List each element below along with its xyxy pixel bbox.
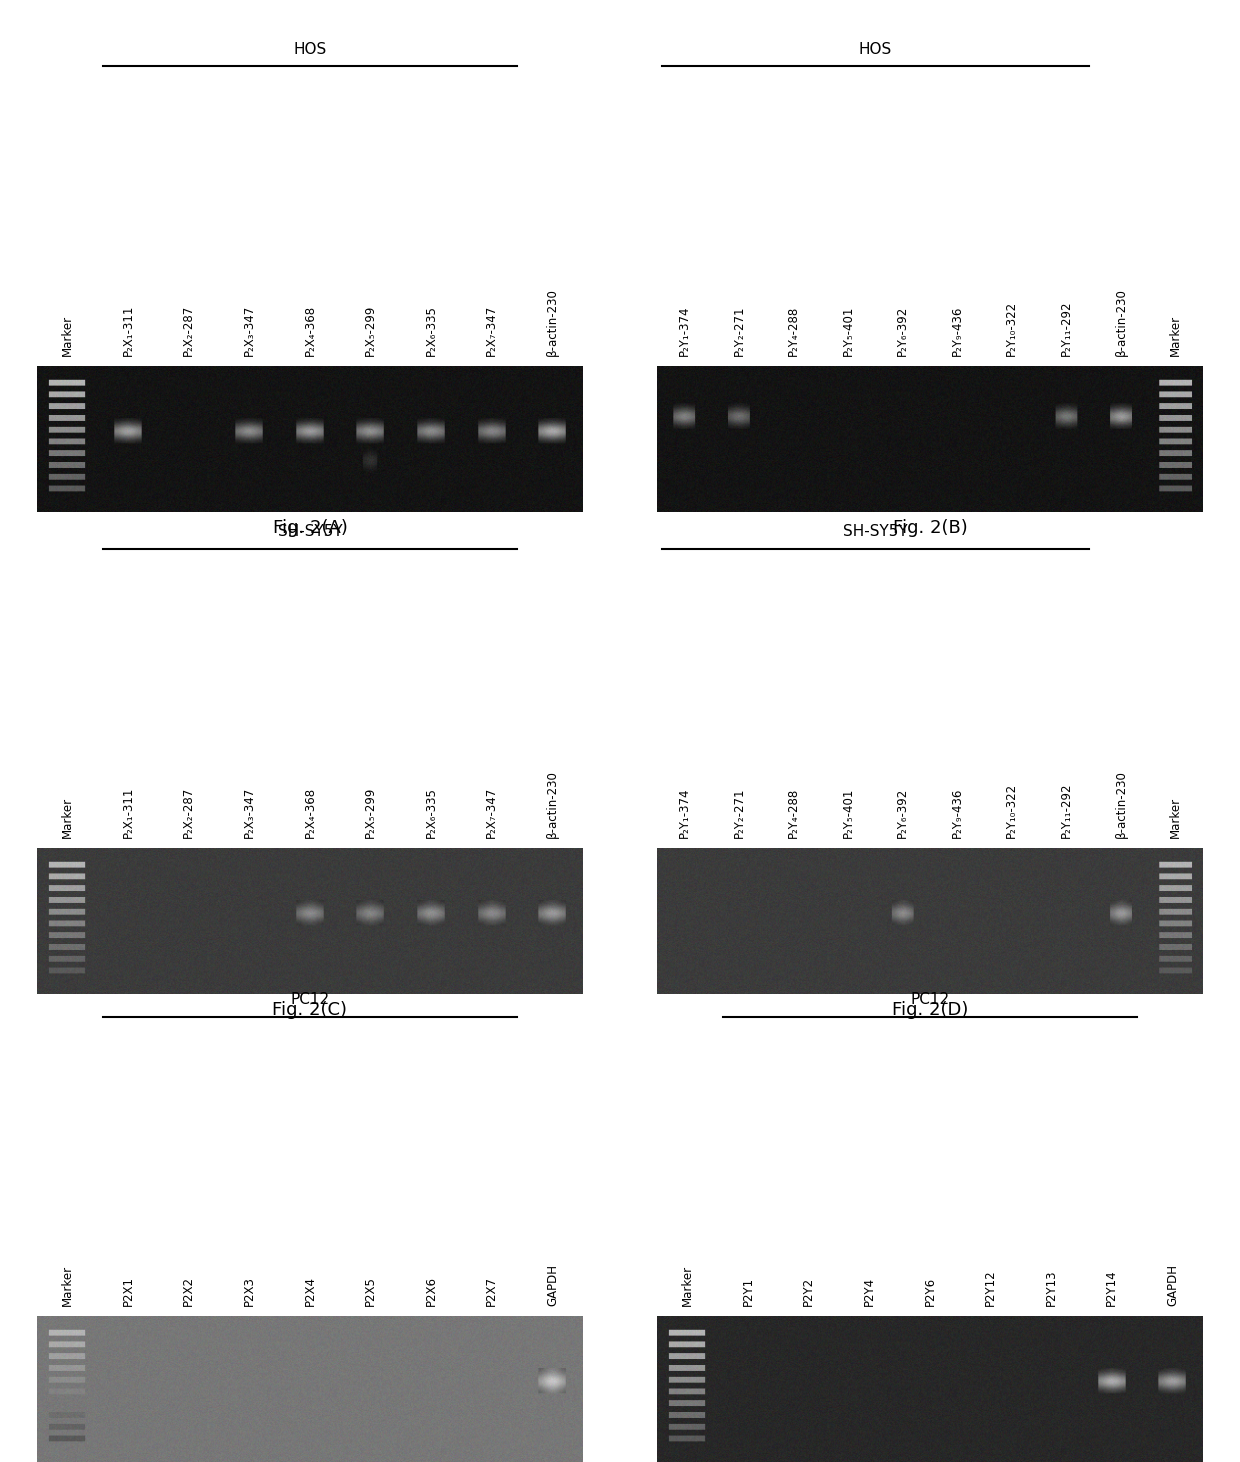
Text: P2Y13: P2Y13 — [1045, 1269, 1058, 1306]
Text: Marker: Marker — [61, 1265, 74, 1306]
Text: Fig. 2(D): Fig. 2(D) — [892, 1001, 968, 1019]
Text: SH-SY5Y: SH-SY5Y — [843, 525, 908, 539]
Text: Fig. 2(A): Fig. 2(A) — [273, 519, 347, 537]
Text: P₂Y₄-288: P₂Y₄-288 — [787, 306, 800, 355]
Text: PC12: PC12 — [290, 993, 330, 1007]
Text: P2Y4: P2Y4 — [863, 1276, 875, 1306]
Text: P₂Y₉-436: P₂Y₉-436 — [951, 788, 963, 838]
Text: P₂X₃-347: P₂X₃-347 — [243, 304, 255, 355]
Text: P2X1: P2X1 — [122, 1276, 135, 1306]
Text: P₂X₇-347: P₂X₇-347 — [485, 787, 498, 838]
Text: PC12: PC12 — [910, 993, 950, 1007]
Text: P₂X₅-299: P₂X₅-299 — [365, 304, 377, 355]
Text: P₂Y₅-401: P₂Y₅-401 — [842, 788, 854, 838]
Text: β-actin-230: β-actin-230 — [1115, 288, 1127, 355]
Text: P₂X₆-335: P₂X₆-335 — [425, 306, 438, 355]
Text: P₂X₄-368: P₂X₄-368 — [304, 787, 316, 838]
Text: P₂Y₆-392: P₂Y₆-392 — [897, 306, 909, 355]
Text: P2Y12: P2Y12 — [985, 1269, 997, 1306]
Text: P2X6: P2X6 — [425, 1276, 438, 1306]
Text: P2Y14: P2Y14 — [1105, 1269, 1118, 1306]
Text: P2Y1: P2Y1 — [742, 1276, 755, 1306]
Text: HOS: HOS — [294, 42, 326, 57]
Text: Fig. 2(C): Fig. 2(C) — [273, 1001, 347, 1019]
Text: P₂X₁-311: P₂X₁-311 — [122, 304, 135, 355]
Text: P₂Y₁₀-322: P₂Y₁₀-322 — [1006, 784, 1018, 838]
Text: P₂X₇-347: P₂X₇-347 — [485, 304, 498, 355]
Text: P₂Y₉-436: P₂Y₉-436 — [951, 306, 963, 355]
Text: Marker: Marker — [681, 1265, 694, 1306]
Text: HOS: HOS — [859, 42, 892, 57]
Text: P₂Y₁-374: P₂Y₁-374 — [678, 306, 691, 355]
Text: P₂X₂-287: P₂X₂-287 — [182, 787, 195, 838]
Text: P₂Y₅-401: P₂Y₅-401 — [842, 306, 854, 355]
Text: P₂X₁-311: P₂X₁-311 — [122, 787, 135, 838]
Text: β-actin-230: β-actin-230 — [1115, 770, 1127, 838]
Text: P₂Y₁₀-322: P₂Y₁₀-322 — [1006, 301, 1018, 355]
Text: β-actin-230: β-actin-230 — [546, 288, 559, 355]
Text: P₂X₆-335: P₂X₆-335 — [425, 788, 438, 838]
Text: P₂Y₄-288: P₂Y₄-288 — [787, 788, 800, 838]
Text: P₂Y₁₁-292: P₂Y₁₁-292 — [1060, 300, 1073, 355]
Text: P2X2: P2X2 — [182, 1276, 195, 1306]
Text: GAPDH: GAPDH — [546, 1265, 559, 1306]
Text: Fig. 2(B): Fig. 2(B) — [893, 519, 967, 537]
Text: β-actin-230: β-actin-230 — [546, 770, 559, 838]
Text: P₂Y₂-271: P₂Y₂-271 — [733, 788, 745, 838]
Text: P2Y6: P2Y6 — [924, 1276, 936, 1306]
Text: SH-SY5Y: SH-SY5Y — [278, 525, 342, 539]
Text: Marker: Marker — [1169, 797, 1182, 838]
Text: P₂X₃-347: P₂X₃-347 — [243, 787, 255, 838]
Text: P₂Y₁-374: P₂Y₁-374 — [678, 788, 691, 838]
Text: Marker: Marker — [1169, 314, 1182, 355]
Text: P2X3: P2X3 — [243, 1276, 255, 1306]
Text: P2X5: P2X5 — [365, 1276, 377, 1306]
Text: P2Y2: P2Y2 — [802, 1276, 815, 1306]
Text: GAPDH: GAPDH — [1166, 1265, 1179, 1306]
Text: P₂Y₁₁-292: P₂Y₁₁-292 — [1060, 782, 1073, 838]
Text: Marker: Marker — [61, 314, 74, 355]
Text: P₂X₂-287: P₂X₂-287 — [182, 304, 195, 355]
Text: P₂X₄-368: P₂X₄-368 — [304, 304, 316, 355]
Text: P2X4: P2X4 — [304, 1276, 316, 1306]
Text: P₂Y₂-271: P₂Y₂-271 — [733, 306, 745, 355]
Text: P₂Y₆-392: P₂Y₆-392 — [897, 788, 909, 838]
Text: Marker: Marker — [61, 797, 74, 838]
Text: P2X7: P2X7 — [485, 1276, 498, 1306]
Text: P₂X₅-299: P₂X₅-299 — [365, 787, 377, 838]
